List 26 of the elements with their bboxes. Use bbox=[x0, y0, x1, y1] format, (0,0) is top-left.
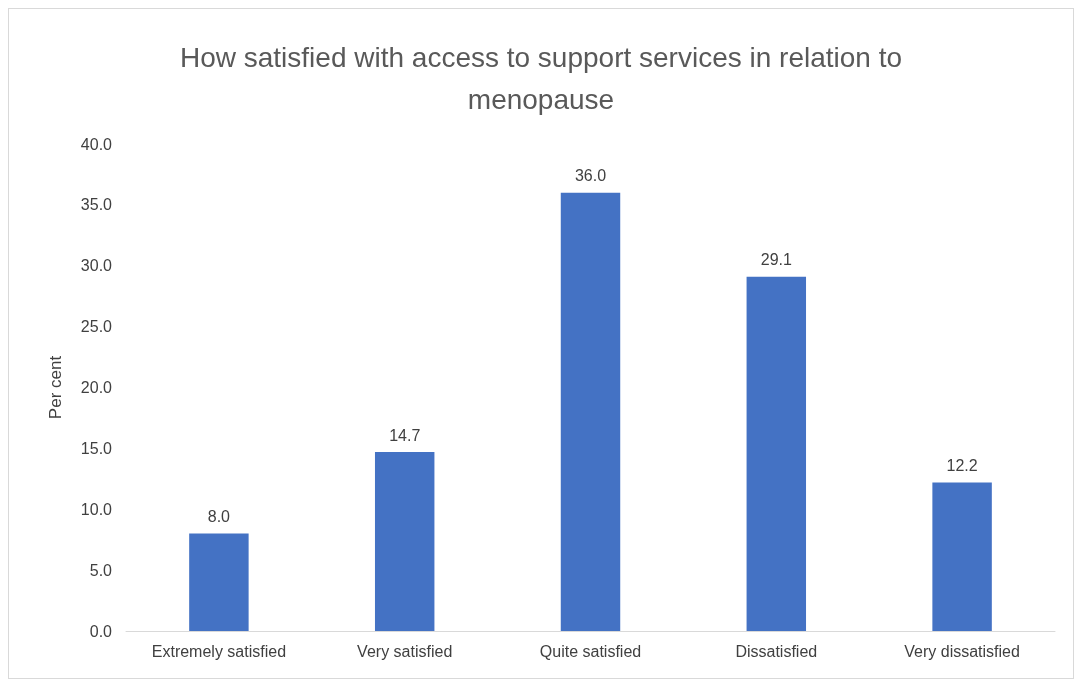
y-tick-label: 30.0 bbox=[80, 257, 113, 275]
x-tick-label: Extremely satisfied bbox=[151, 642, 287, 660]
data-label: 29.1 bbox=[760, 251, 792, 269]
data-label: 36.0 bbox=[574, 167, 607, 185]
x-tick-label: Quite satisfied bbox=[539, 642, 642, 660]
y-axis-title: Per cent bbox=[46, 355, 65, 420]
data-label: 14.7 bbox=[389, 426, 421, 444]
y-tick-label: 35.0 bbox=[80, 196, 113, 214]
bar bbox=[560, 192, 621, 631]
chart-title: How satisfied with access to support services in relation to menopause bbox=[179, 41, 903, 115]
y-tick-label: 10.0 bbox=[80, 500, 113, 518]
bar bbox=[746, 276, 807, 631]
x-tick-label: Dissatisfied bbox=[735, 642, 818, 660]
data-label: 8.0 bbox=[207, 508, 231, 526]
x-tick-label: Very dissatisfied bbox=[904, 642, 1020, 660]
y-tick-label: 15.0 bbox=[80, 439, 113, 457]
bar bbox=[932, 482, 992, 631]
data-label: 12.2 bbox=[946, 456, 978, 474]
bar bbox=[374, 452, 435, 631]
bar bbox=[189, 533, 249, 631]
y-tick-label: 5.0 bbox=[89, 561, 113, 579]
y-tick-label: 25.0 bbox=[80, 318, 113, 336]
y-tick-label: 0.0 bbox=[89, 622, 113, 640]
x-tick-label: Very satisfied bbox=[357, 642, 453, 660]
y-tick-label: 20.0 bbox=[80, 379, 113, 396]
y-tick-label: 40.0 bbox=[80, 135, 113, 153]
